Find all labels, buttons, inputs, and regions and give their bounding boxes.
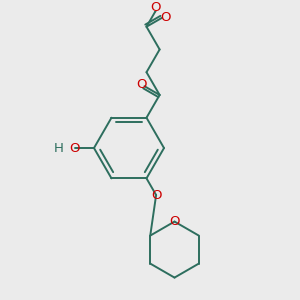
Text: O: O — [136, 78, 147, 91]
Text: O: O — [70, 142, 80, 154]
Text: O: O — [151, 188, 161, 202]
Text: O: O — [150, 1, 160, 13]
Text: O: O — [160, 11, 171, 25]
Text: H: H — [54, 142, 64, 154]
Text: O: O — [169, 215, 180, 228]
